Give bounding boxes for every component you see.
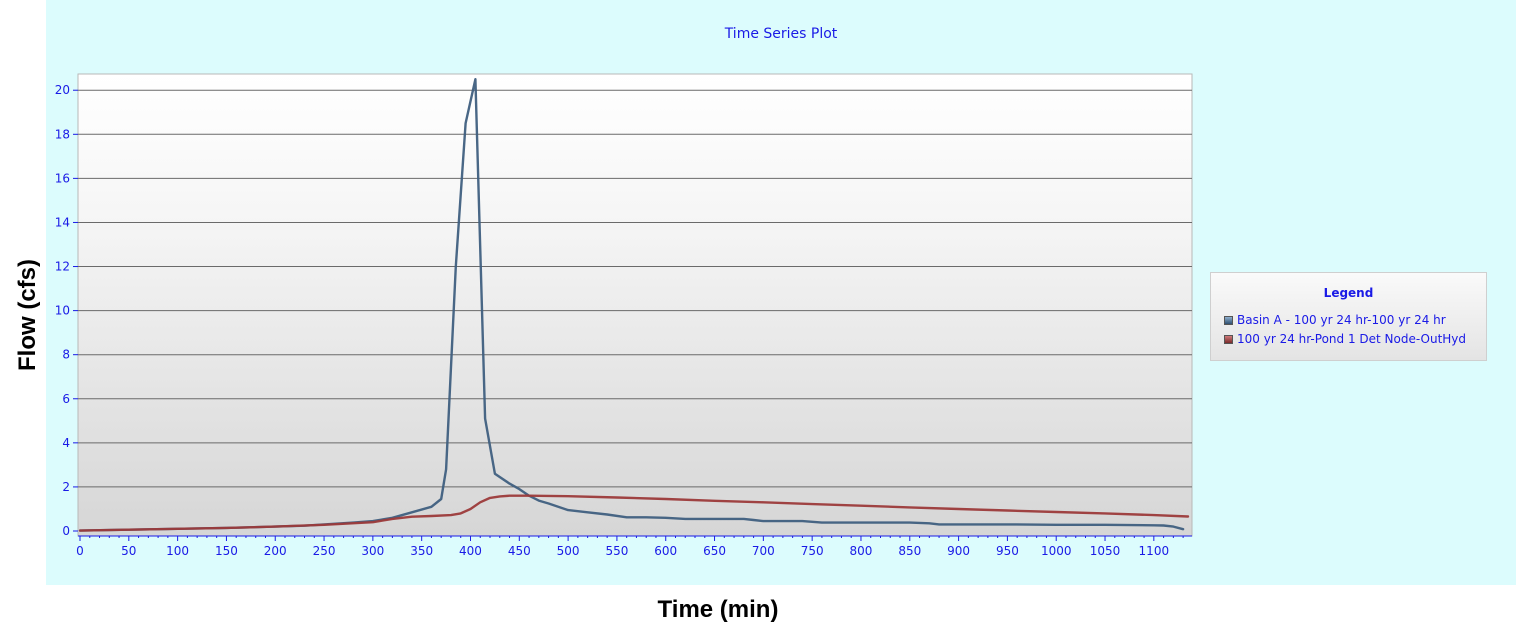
y-tick-label-12: 12 [55, 260, 70, 274]
y-tick-label-14: 14 [55, 215, 70, 229]
x-tick-label-800: 800 [850, 544, 873, 558]
x-tick-label-600: 600 [654, 544, 677, 558]
x-tick-label-200: 200 [264, 544, 287, 558]
x-tick-label-1000: 1000 [1041, 544, 1072, 558]
y-tick-label-2: 2 [62, 480, 70, 494]
x-tick-label-700: 700 [752, 544, 775, 558]
x-tick-label-400: 400 [459, 544, 482, 558]
x-tick-label-300: 300 [361, 544, 384, 558]
x-tick-label-1100: 1100 [1139, 544, 1170, 558]
x-tick-label-950: 950 [996, 544, 1019, 558]
legend-item-pond-outflow: 100 yr 24 hr-Pond 1 Det Node-OutHyd [1224, 332, 1466, 346]
y-axis-label: Flow (cfs) [14, 259, 41, 371]
x-tick-label-150: 150 [215, 544, 238, 558]
x-tick-label-650: 650 [703, 544, 726, 558]
x-tick-label-0: 0 [76, 544, 84, 558]
x-tick-label-500: 500 [557, 544, 580, 558]
x-tick-label-750: 750 [801, 544, 824, 558]
x-tick-label-550: 550 [605, 544, 628, 558]
legend-label-pond-outflow: 100 yr 24 hr-Pond 1 Det Node-OutHyd [1237, 332, 1467, 346]
chart-title: Time Series Plot [724, 26, 838, 42]
legend-item-basin-a: Basin A - 100 yr 24 hr-100 yr 24 hr [1224, 313, 1446, 327]
y-tick-label-16: 16 [55, 171, 70, 185]
x-tick-label-850: 850 [898, 544, 921, 558]
legend-label-basin-a: Basin A - 100 yr 24 hr-100 yr 24 hr [1237, 313, 1446, 327]
x-tick-label-50: 50 [121, 544, 136, 558]
x-tick-label-250: 250 [313, 544, 336, 558]
x-tick-label-450: 450 [508, 544, 531, 558]
legend-title: Legend [1323, 286, 1374, 300]
x-tick-label-100: 100 [166, 544, 189, 558]
x-tick-label-900: 900 [947, 544, 970, 558]
y-tick-label-4: 4 [62, 436, 70, 450]
x-axis-label: Time (min) [657, 596, 779, 623]
y-tick-label-10: 10 [55, 304, 70, 318]
y-tick-label-0: 0 [62, 524, 70, 538]
y-tick-label-6: 6 [62, 392, 70, 406]
x-tick-label-350: 350 [410, 544, 433, 558]
y-tick-label-20: 20 [55, 83, 70, 97]
y-tick-label-8: 8 [62, 348, 70, 362]
y-tick-label-18: 18 [55, 127, 70, 141]
legend: Legend Basin A - 100 yr 24 hr-100 yr 24 … [1210, 272, 1487, 361]
legend-swatch-basin-a [1224, 316, 1233, 325]
x-tick-label-1050: 1050 [1090, 544, 1121, 558]
series-line-pond-outflow [78, 494, 1190, 532]
plot-background [77, 73, 1193, 537]
legend-swatch-pond-outflow [1224, 335, 1233, 344]
